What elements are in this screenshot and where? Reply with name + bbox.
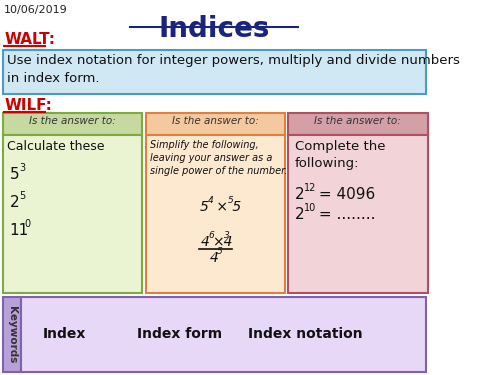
Text: WALT:: WALT: — [4, 32, 56, 47]
FancyBboxPatch shape — [288, 113, 428, 135]
Text: Is the answer to:: Is the answer to: — [314, 116, 401, 126]
Text: 11: 11 — [10, 223, 29, 238]
Text: 4: 4 — [208, 196, 214, 205]
FancyBboxPatch shape — [2, 50, 426, 94]
FancyBboxPatch shape — [2, 297, 22, 372]
Text: Simplify the following,
leaving your answer as a
single power of the number.: Simplify the following, leaving your ans… — [150, 140, 288, 176]
Text: 4: 4 — [210, 251, 218, 265]
Text: Index: Index — [43, 327, 86, 342]
Text: = ........: = ........ — [314, 207, 375, 222]
Text: × 5: × 5 — [212, 200, 242, 214]
Text: 2: 2 — [295, 187, 304, 202]
Text: 0: 0 — [25, 219, 31, 229]
Text: Index notation: Index notation — [248, 327, 363, 342]
Text: WILF:: WILF: — [4, 98, 52, 113]
FancyBboxPatch shape — [288, 135, 428, 293]
Text: Index form: Index form — [137, 327, 222, 342]
Text: 3: 3 — [19, 163, 25, 173]
Text: Complete the
following:: Complete the following: — [295, 140, 386, 170]
Text: 10: 10 — [304, 203, 316, 213]
Text: = 4096: = 4096 — [314, 187, 375, 202]
Text: 5: 5 — [200, 200, 209, 214]
Text: 4: 4 — [201, 235, 210, 249]
FancyBboxPatch shape — [2, 135, 142, 293]
Text: 5: 5 — [10, 167, 19, 182]
Text: Is the answer to:: Is the answer to: — [29, 116, 116, 126]
Text: ×4: ×4 — [212, 235, 233, 249]
Text: Is the answer to:: Is the answer to: — [172, 116, 259, 126]
Text: Use index notation for integer powers, multiply and divide numbers
in index form: Use index notation for integer powers, m… — [7, 54, 460, 85]
Text: Calculate these: Calculate these — [7, 140, 104, 153]
Text: 5: 5 — [217, 247, 223, 256]
Text: 5: 5 — [228, 196, 233, 205]
Text: 10/06/2019: 10/06/2019 — [4, 5, 68, 15]
Text: 2: 2 — [295, 207, 304, 222]
FancyBboxPatch shape — [146, 113, 286, 135]
Text: Indices: Indices — [158, 15, 270, 43]
FancyBboxPatch shape — [146, 135, 286, 293]
FancyBboxPatch shape — [2, 113, 142, 135]
FancyBboxPatch shape — [22, 297, 426, 372]
Text: Keywords: Keywords — [7, 306, 17, 363]
Text: 3: 3 — [224, 231, 230, 240]
Text: 5: 5 — [19, 191, 25, 201]
Text: 2: 2 — [10, 195, 19, 210]
Text: 12: 12 — [304, 183, 316, 193]
Text: 6: 6 — [208, 231, 214, 240]
